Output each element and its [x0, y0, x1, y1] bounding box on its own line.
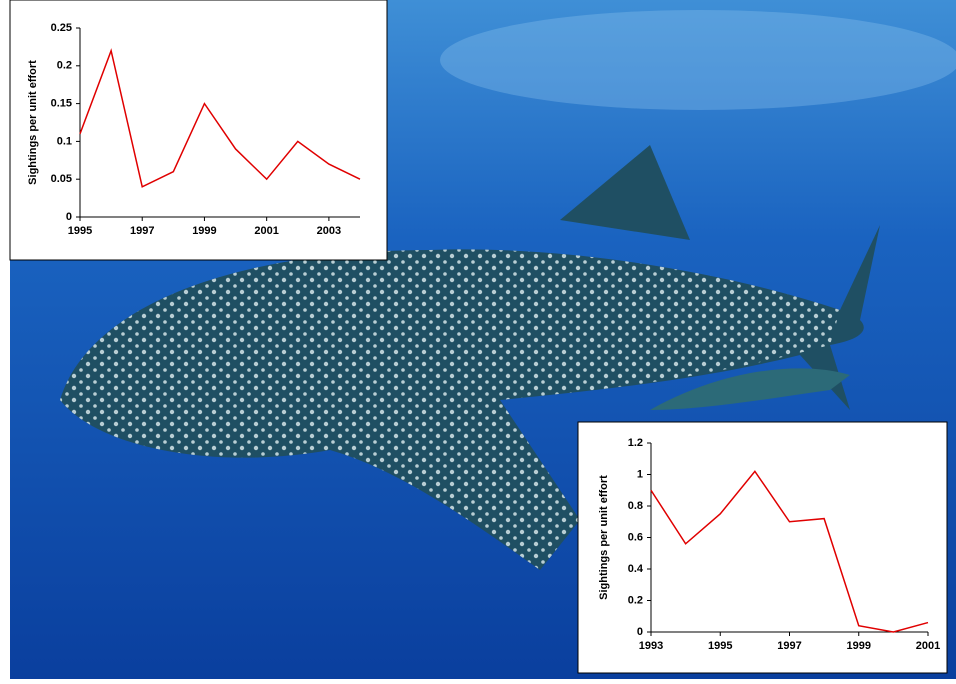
y-tick-label: 0.4 — [628, 563, 644, 575]
y-tick-label: 0.8 — [628, 500, 643, 512]
x-tick-label: 2001 — [254, 225, 278, 237]
y-tick-label: 0 — [66, 211, 72, 223]
x-tick-label: 1993 — [639, 640, 663, 652]
y-tick-label: 0.05 — [51, 173, 72, 185]
chart-panel — [578, 422, 947, 673]
y-tick-label: 0.15 — [51, 98, 72, 110]
y-tick-label: 0.2 — [628, 594, 643, 606]
y-axis-label: Sightings per unit effort — [27, 60, 39, 185]
y-axis-label: Sightings per unit effort — [598, 475, 610, 600]
y-tick-label: 0.6 — [628, 531, 643, 543]
x-tick-label: 2003 — [317, 225, 341, 237]
x-tick-label: 1997 — [130, 225, 154, 237]
x-tick-label: 1997 — [777, 640, 801, 652]
x-tick-label: 1999 — [847, 640, 871, 652]
y-tick-label: 1.2 — [628, 437, 643, 449]
y-tick-label: 0 — [637, 626, 643, 638]
x-tick-label: 1999 — [192, 225, 216, 237]
y-tick-label: 0.2 — [57, 60, 72, 72]
x-tick-label: 1995 — [68, 225, 92, 237]
x-tick-label: 2001 — [916, 640, 940, 652]
y-tick-label: 1 — [637, 468, 643, 480]
y-tick-label: 0.25 — [51, 22, 72, 34]
x-tick-label: 1995 — [708, 640, 732, 652]
y-tick-label: 0.1 — [57, 135, 72, 147]
page: 0 0.05 0.1 0.15 0.2 0.25 1995 1997 1999 2001 2003 S… — [0, 0, 956, 679]
